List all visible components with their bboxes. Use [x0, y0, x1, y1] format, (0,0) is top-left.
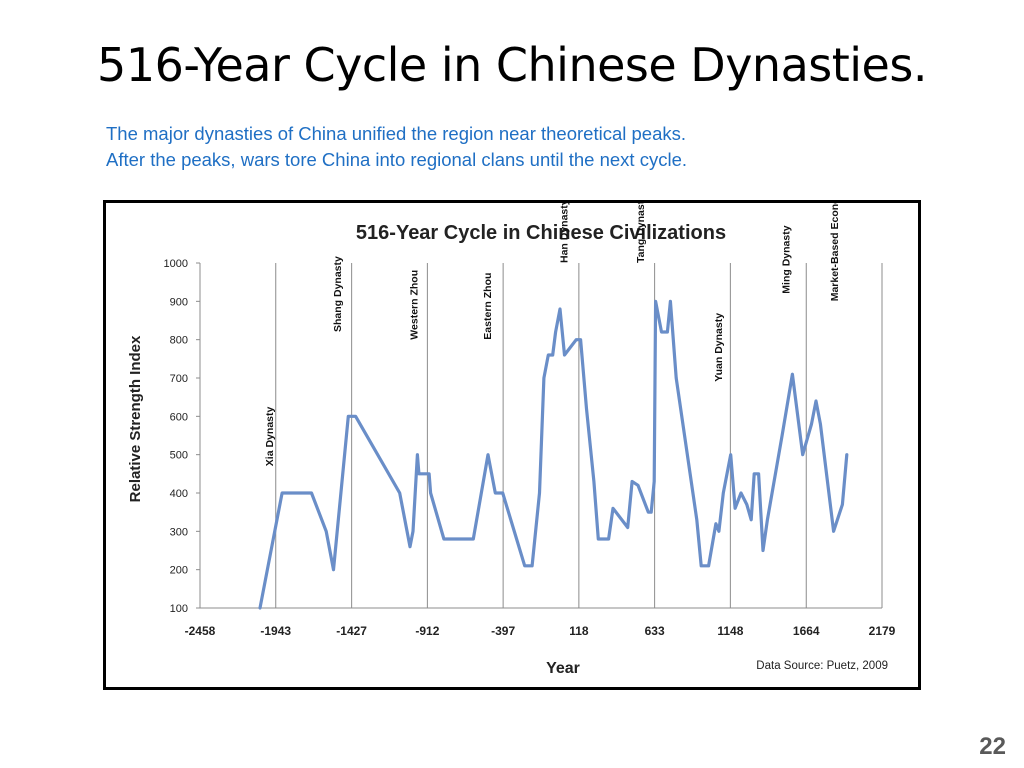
data-series: [258, 299, 849, 610]
annotation-label-0: Xia Dynasty: [264, 407, 276, 467]
x-tick-label-9: 2179: [869, 624, 896, 638]
annotation-label-7: Ming Dynasty: [781, 225, 793, 293]
y-tick-label-5: 600: [170, 411, 188, 423]
x-tick-label-5: 118: [569, 624, 589, 638]
page-number: 22: [979, 733, 1006, 760]
x-tick-label-8: 1664: [793, 624, 820, 638]
dynasty-annotations: Xia Dynasty Shang Dynasty Western Zhou East…: [264, 203, 841, 466]
y-tick-label-7: 800: [170, 335, 188, 347]
series-line-0: [258, 299, 849, 610]
y-tick-label-0: 100: [170, 603, 188, 615]
annotation-label-6: Yuan Dynasty: [713, 313, 725, 382]
subtitle-line-2: After the peaks, wars tore China into re…: [106, 149, 687, 170]
y-tick-label-4: 500: [170, 450, 188, 462]
y-tick-label-1: 200: [170, 565, 188, 577]
x-tick-label-7: 1148: [717, 624, 743, 638]
x-tick-label-4: -397: [491, 624, 515, 638]
x-tick-label-3: -912: [415, 624, 439, 638]
annotation-label-3: Eastern Zhou: [482, 273, 494, 340]
annotation-label-2: Western Zhou: [408, 270, 420, 340]
y-tick-label-3: 400: [170, 488, 188, 500]
chart-title: 516-Year Cycle in Chinese Civilizations: [356, 222, 726, 244]
y-tick-label-2: 300: [170, 526, 188, 538]
x-tick-label-1: -1943: [260, 624, 291, 638]
subtitle-line-1: The major dynasties of China unified the…: [106, 123, 687, 144]
chart-frame: 516-Year Cycle in Chinese Civilizations …: [103, 200, 921, 690]
data-source: Data Source: Puetz, 2009: [756, 660, 888, 672]
y-tick-label-9: 1000: [164, 258, 188, 270]
subtitle: The major dynasties of China unified the…: [106, 121, 956, 173]
chart-svg: 516-Year Cycle in Chinese Civilizations …: [127, 203, 896, 677]
slide-title: 516-Year Cycle in Chinese Dynasties.: [97, 38, 927, 92]
y-tick-label-8: 900: [170, 296, 188, 308]
grid-lines: [196, 262, 883, 609]
x-tick-label-0: -2458: [185, 624, 216, 638]
annotation-label-1: Shang Dynasty: [332, 256, 344, 332]
annotation-label-5: Tang Dynasty: [635, 203, 647, 263]
y-axis-label: Relative Strength Index: [127, 335, 144, 502]
x-tick-labels: -2458 -1943 -1427 -912 -397 118 633 1148 1664 217…: [185, 624, 896, 638]
x-tick-label-2: -1427: [336, 624, 367, 638]
x-tick-label-6: 633: [645, 624, 665, 638]
annotation-label-8: Market-Based Economy: [829, 203, 841, 301]
x-axis-label: Year: [546, 660, 580, 677]
y-tick-labels: 100 200 300 400 500 600 700 800 900 1000: [164, 258, 188, 615]
annotation-label-4: Han Dynasty: [558, 203, 570, 263]
y-tick-label-6: 700: [170, 373, 188, 385]
